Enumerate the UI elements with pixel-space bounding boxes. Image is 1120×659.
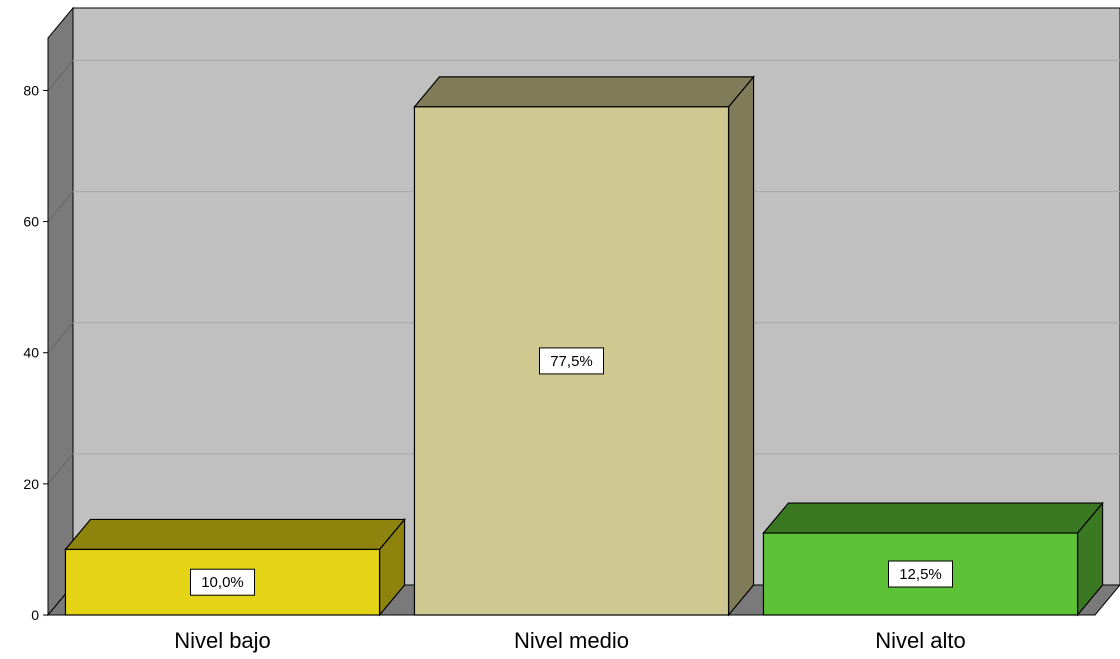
data-label-1: 77,5%	[550, 353, 593, 370]
x-tick-label-0: Nivel bajo	[174, 628, 271, 653]
data-label-box-1	[539, 347, 604, 375]
gridline-side-2	[47, 322, 74, 354]
y-tick-label-2: 40	[23, 345, 39, 361]
y-tick-label-1: 20	[23, 476, 39, 492]
data-label-box-2	[888, 560, 953, 588]
bar-top-2	[762, 502, 1104, 534]
x-tick-label-2: Nivel alto	[875, 628, 965, 653]
data-label-box-0	[190, 568, 255, 596]
y-tick-label-3: 60	[23, 214, 39, 230]
plot-side-wall	[47, 6, 74, 617]
gridline-side-4	[47, 60, 74, 91]
data-label-0: 10,0%	[201, 574, 244, 591]
y-tick-label-0: 0	[31, 607, 39, 623]
data-label-2: 12,5%	[899, 566, 942, 583]
gridline-side-1	[47, 453, 74, 485]
y-tick-label-4: 80	[23, 82, 39, 98]
x-tick-label-1: Nivel medio	[514, 628, 629, 653]
bar-side-1	[727, 75, 755, 617]
bar-top-1	[413, 76, 755, 108]
bar-top-0	[64, 518, 406, 551]
gridline-side-3	[47, 191, 74, 222]
